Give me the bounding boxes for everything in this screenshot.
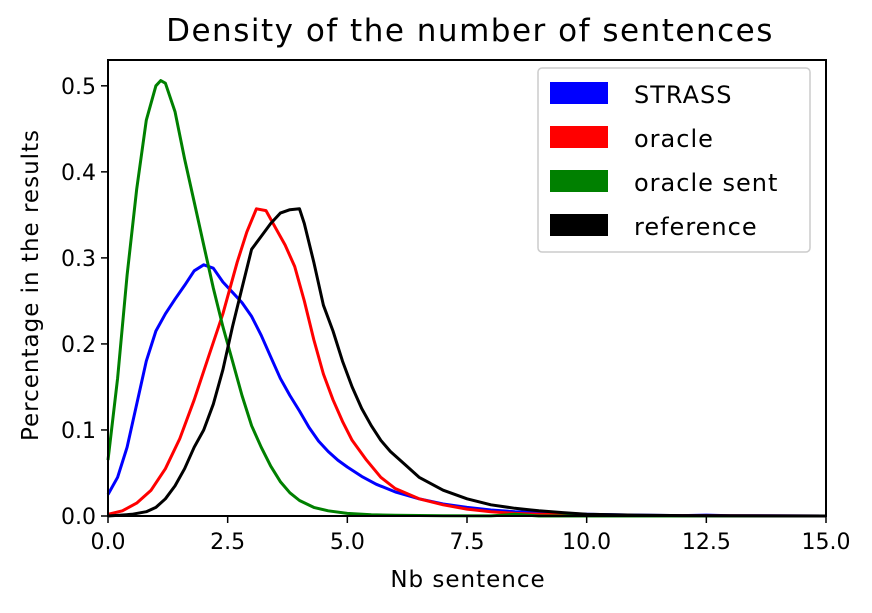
x-axis-label: Nb sentence [390, 567, 545, 593]
x-tick-label: 12.5 [682, 530, 731, 555]
y-axis-ticks: 0.0 0.1 0.2 0.3 0.4 0.5 [61, 75, 108, 530]
legend-box [537, 67, 811, 253]
legend-label-2: oracle sent [634, 169, 778, 197]
legend: STRASS oracle oracle sent reference [537, 67, 811, 253]
y-tick-label: 0.3 [61, 247, 96, 272]
x-tick-label: 2.5 [210, 530, 245, 555]
y-tick-label: 0.0 [61, 505, 96, 530]
legend-label-1: oracle [634, 125, 714, 153]
series-line-0 [106, 263, 827, 518]
x-tick-label: 10.0 [562, 530, 611, 555]
legend-swatch-3 [550, 214, 608, 236]
plot-lines [106, 79, 827, 518]
y-tick-label: 0.4 [61, 161, 96, 186]
legend-swatch-0 [550, 82, 608, 104]
y-tick-label: 0.1 [61, 419, 96, 444]
series-line-1 [107, 207, 827, 518]
x-tick-label: 0.0 [91, 530, 126, 555]
x-tick-label: 5.0 [330, 530, 365, 555]
x-tick-label: 15.0 [802, 530, 851, 555]
legend-swatch-1 [550, 126, 608, 148]
legend-label-0: STRASS [634, 81, 732, 109]
x-axis-ticks: 0.0 2.5 5.0 7.5 10.0 12.5 15.0 [91, 516, 851, 555]
chart-title: Density of the number of sentences [166, 13, 774, 49]
y-tick-label: 0.5 [61, 75, 96, 100]
x-tick-label: 7.5 [450, 530, 485, 555]
y-axis-label: Percentage in the results [18, 129, 44, 441]
series-line-3 [107, 207, 827, 518]
legend-label-3: reference [634, 213, 758, 241]
y-tick-label: 0.2 [61, 333, 96, 358]
legend-swatch-2 [550, 170, 608, 192]
